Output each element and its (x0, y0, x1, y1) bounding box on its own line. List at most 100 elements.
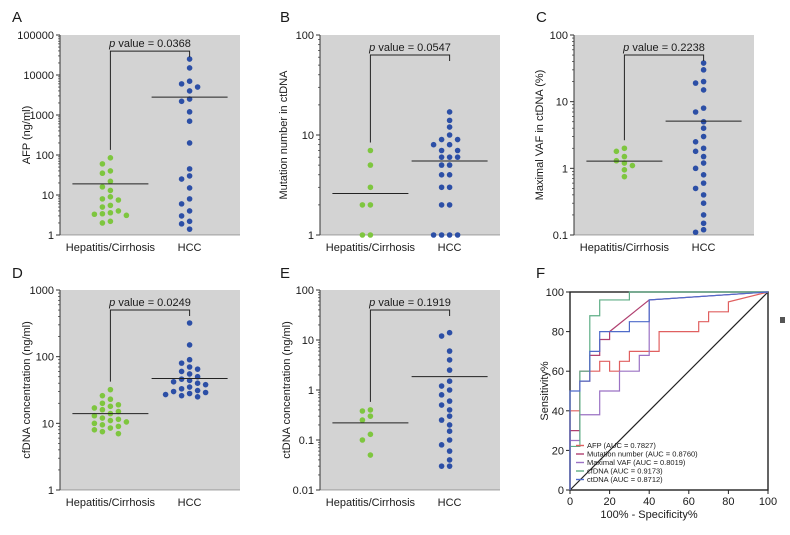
y-tick-label: 10 (42, 418, 54, 430)
data-point-hcc (178, 81, 185, 87)
data-point-hcc (446, 422, 453, 428)
y-tick-label: 0.01 (293, 485, 314, 497)
panel-c: C 0.1 1 10 100 Maximal VAF in ctDNA (%) Hepati… (534, 9, 754, 254)
data-point-hcc (186, 342, 193, 348)
data-point-hcc (700, 133, 707, 140)
data-point-hcc (692, 139, 699, 145)
data-point-hcc (186, 166, 193, 172)
data-point-hcc (692, 185, 699, 192)
data-point-hcc (186, 56, 193, 62)
data-point-control (91, 405, 98, 411)
p-value-label: p value = 0.0368 (108, 38, 191, 50)
data-point-hcc (438, 442, 445, 448)
data-point-hcc (186, 88, 193, 94)
significance-bracket (623, 54, 705, 141)
panel-e: E 0.01 0.1 1 10 100 ctDNA concentration (ng/ml… (280, 265, 500, 509)
data-point-hcc (186, 109, 193, 115)
data-point-control (99, 428, 106, 435)
data-point-control (367, 407, 374, 413)
p-value-text: value = 0.0547 (375, 42, 451, 54)
y-tick-label: 10 (302, 130, 314, 142)
data-point-hcc (446, 117, 453, 124)
panel-letter: B (280, 9, 290, 26)
data-point-hcc (438, 147, 445, 154)
panel-letter: A (12, 9, 22, 26)
data-point-hcc (178, 221, 185, 227)
y-tick-label: 10000 (23, 70, 54, 82)
data-point-control (99, 392, 106, 399)
category-label: Hepatitis/Cirrhosis (580, 242, 670, 254)
y-tick-label: 20 (552, 445, 564, 457)
data-point-control (99, 415, 106, 421)
category-label: HCC (178, 242, 202, 254)
data-point-hcc (454, 136, 461, 143)
data-point-control (99, 170, 106, 177)
data-point-hcc (700, 60, 707, 66)
data-point-control (115, 208, 122, 214)
data-point-control (613, 148, 620, 155)
data-point-hcc (178, 213, 185, 219)
data-point-hcc (438, 402, 445, 408)
p-value-label: p value = 0.1919 (368, 297, 451, 309)
data-point-hcc (446, 378, 453, 384)
data-point-control (115, 197, 122, 203)
data-point-control (107, 178, 114, 185)
data-point-hcc (178, 385, 185, 392)
data-point-hcc (700, 226, 707, 233)
data-point-control (99, 220, 106, 226)
panel-letter: E (280, 265, 290, 282)
data-point-control (107, 155, 114, 161)
roc-curve-5 (569, 291, 769, 490)
data-point-hcc (446, 232, 453, 238)
y-tick-label: 1 (308, 385, 314, 397)
panel-letter: C (536, 9, 547, 26)
data-point-control (115, 416, 122, 423)
p-value-text: value = 0.1919 (375, 297, 451, 309)
data-point-control (359, 202, 366, 208)
data-point-hcc (194, 394, 201, 400)
y-tick-label: 10 (42, 190, 54, 202)
y-tick-label: 100 (296, 285, 314, 297)
y-tick-label: 100 (36, 352, 54, 364)
data-point-control (91, 211, 98, 218)
data-point-control (91, 426, 98, 433)
data-point-hcc (178, 98, 185, 105)
x-tick-label: 40 (643, 496, 655, 508)
data-point-control (115, 408, 122, 415)
data-point-hcc (446, 463, 453, 469)
x-tick-label: 20 (603, 496, 615, 508)
category-label: Hepatitis/Cirrhosis (326, 497, 416, 509)
data-point-hcc (438, 171, 445, 178)
y-tick-label: 40 (552, 406, 564, 418)
data-point-hcc (454, 147, 461, 154)
y-tick-label: 100000 (17, 30, 54, 42)
data-point-hcc (692, 148, 699, 155)
y-tick-label: 100 (36, 150, 54, 162)
data-point-hcc (700, 105, 707, 111)
data-point-hcc (700, 180, 707, 186)
data-point-hcc (430, 141, 437, 148)
data-point-hcc (446, 132, 453, 138)
data-point-hcc (186, 356, 193, 363)
data-point-hcc (194, 387, 201, 394)
data-point-hcc (454, 232, 461, 238)
data-point-control (621, 153, 628, 160)
data-point-hcc (446, 457, 453, 463)
y-axis-label: cfDNA concentration (ng/ml) (21, 321, 33, 459)
data-point-control (99, 184, 106, 190)
data-point-hcc (194, 366, 201, 372)
data-point-hcc (438, 333, 445, 339)
data-point-hcc (178, 360, 185, 366)
p-symbol: p (368, 297, 375, 309)
x-tick-label: 100 (759, 496, 777, 508)
data-point-control (107, 218, 114, 225)
data-point-hcc (186, 384, 193, 390)
data-point-hcc (700, 125, 707, 131)
data-point-hcc (700, 212, 707, 218)
data-point-control (91, 420, 98, 427)
data-point-hcc (700, 171, 707, 178)
plot-area (60, 35, 240, 235)
y-axis-label: Maximal VAF in ctDNA (%) (534, 70, 546, 201)
data-point-hcc (454, 154, 461, 160)
data-point-hcc (692, 165, 699, 172)
